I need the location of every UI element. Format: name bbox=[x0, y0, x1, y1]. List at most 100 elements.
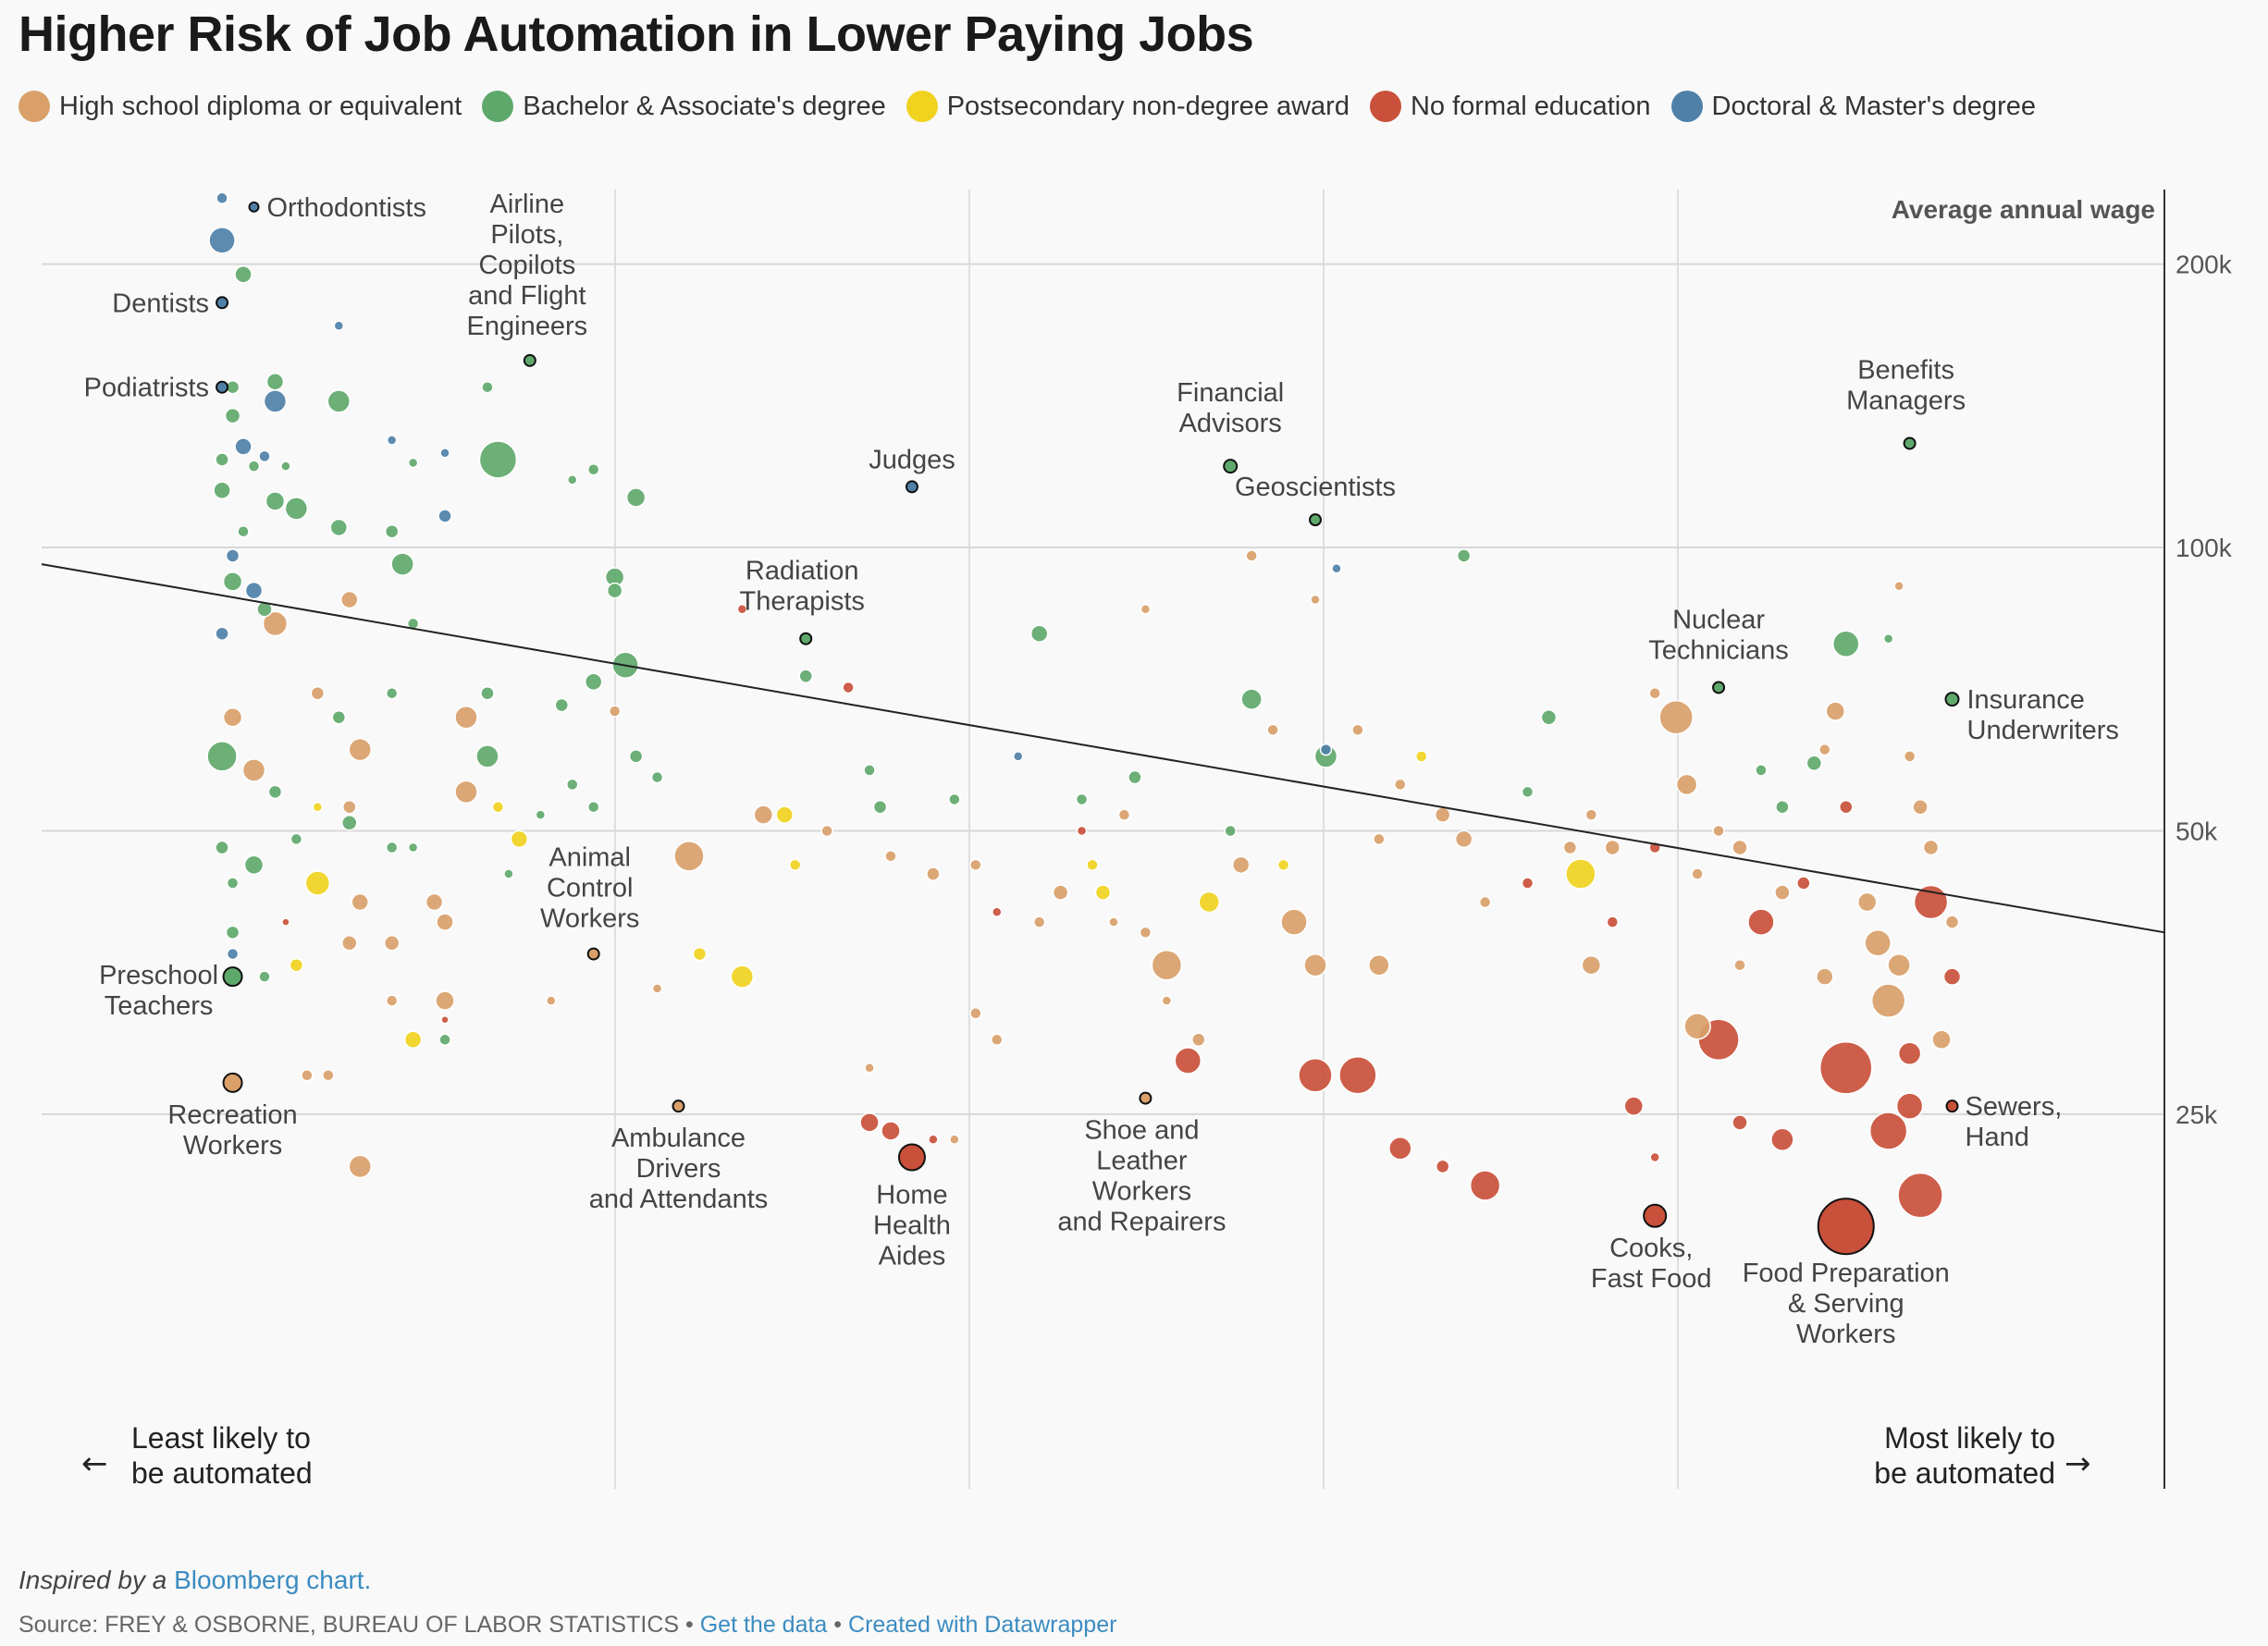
annotation-line: Dentists bbox=[112, 289, 209, 318]
data-point bbox=[842, 681, 855, 694]
annotation-label: Dentists bbox=[112, 289, 209, 318]
data-point bbox=[730, 964, 755, 989]
data-point bbox=[788, 858, 802, 872]
data-point bbox=[226, 947, 240, 961]
annotation-line: Engineers bbox=[467, 312, 588, 341]
annotated-point bbox=[672, 1099, 685, 1113]
data-point bbox=[567, 474, 578, 485]
data-point bbox=[1280, 908, 1308, 936]
annotation-line: Health bbox=[873, 1210, 951, 1240]
chart-title: Higher Risk of Job Automation in Lower P… bbox=[18, 6, 1254, 62]
legend-item-doctoral: Doctoral & Master's degree bbox=[1670, 91, 2036, 122]
trend-line bbox=[41, 563, 2165, 934]
annotation-label: Ambulance Drivers and Attendants bbox=[589, 1124, 769, 1214]
data-point bbox=[491, 800, 505, 814]
annotation-line: Technicians bbox=[1648, 635, 1789, 665]
annotation-line: Podiatrists bbox=[84, 374, 209, 403]
data-point bbox=[884, 850, 897, 863]
data-point bbox=[1298, 1058, 1333, 1093]
data-point bbox=[775, 805, 794, 824]
axis-note-line: Least likely to bbox=[131, 1421, 311, 1455]
data-point bbox=[1774, 884, 1791, 901]
annotation-line: Orthodontists bbox=[267, 193, 426, 223]
data-point bbox=[329, 518, 349, 537]
data-point bbox=[1151, 949, 1183, 981]
data-point bbox=[340, 590, 359, 609]
data-point bbox=[926, 866, 941, 881]
data-point bbox=[310, 685, 326, 701]
data-point bbox=[1266, 723, 1279, 737]
data-point bbox=[436, 913, 454, 931]
data-point bbox=[480, 685, 495, 701]
data-point bbox=[928, 1134, 939, 1146]
data-point bbox=[798, 669, 813, 683]
bloomberg-link[interactable]: Bloomberg chart. bbox=[174, 1566, 372, 1594]
data-point bbox=[969, 858, 982, 872]
annotation-line: Workers bbox=[540, 904, 639, 934]
data-point bbox=[213, 481, 231, 500]
data-point bbox=[386, 435, 398, 446]
data-point bbox=[1540, 708, 1558, 726]
data-point bbox=[1770, 1127, 1794, 1152]
data-point bbox=[284, 497, 309, 521]
data-point bbox=[1052, 884, 1069, 901]
data-point bbox=[969, 1007, 982, 1020]
legend-item-bachelor: Bachelor & Associate's degree bbox=[482, 91, 886, 122]
data-point bbox=[454, 705, 478, 730]
data-point bbox=[554, 697, 570, 713]
annotated-point bbox=[222, 966, 243, 988]
annotation-line: Workers bbox=[1796, 1320, 1895, 1349]
data-point bbox=[1882, 633, 1894, 645]
data-point bbox=[753, 805, 774, 825]
data-point bbox=[1075, 792, 1089, 806]
data-point bbox=[1351, 723, 1364, 737]
annotation-line: Benefits bbox=[1857, 355, 1954, 385]
annotation-line: Copilots bbox=[478, 251, 575, 280]
annotation-label: Nuclear Technicians bbox=[1648, 605, 1789, 665]
annotated-point bbox=[1223, 459, 1239, 474]
data-point bbox=[949, 1134, 960, 1146]
data-point bbox=[1086, 858, 1099, 872]
annotation-line: Therapists bbox=[740, 587, 865, 617]
data-point bbox=[1565, 858, 1596, 890]
data-point bbox=[225, 925, 240, 940]
data-point bbox=[301, 1069, 314, 1082]
data-point bbox=[1245, 549, 1258, 562]
annotated-point bbox=[1817, 1198, 1875, 1256]
data-point bbox=[267, 784, 283, 800]
data-point bbox=[1606, 915, 1620, 928]
annotation-label: Food Preparation & Serving Workers bbox=[1743, 1259, 1950, 1349]
data-point bbox=[327, 389, 351, 413]
annotation-line: Food Preparation bbox=[1743, 1259, 1950, 1288]
data-point bbox=[407, 457, 419, 469]
data-point bbox=[478, 440, 518, 479]
annotation-line: Leather bbox=[1096, 1147, 1188, 1176]
annotation-line: Animal bbox=[549, 843, 631, 873]
data-point bbox=[333, 320, 345, 332]
data-point bbox=[1338, 1056, 1377, 1095]
get-data-link[interactable]: Get the data bbox=[699, 1612, 828, 1638]
datawrapper-link[interactable]: Created with Datawrapper bbox=[848, 1612, 1117, 1638]
data-point bbox=[1683, 1013, 1711, 1040]
data-point bbox=[1331, 562, 1342, 574]
annotation-line: Shoe and bbox=[1084, 1116, 1199, 1146]
annotation-line: Insurance bbox=[1967, 685, 2085, 715]
data-point bbox=[341, 814, 358, 831]
annotation-label: Radiation Therapists bbox=[740, 557, 865, 617]
data-point bbox=[1912, 798, 1929, 816]
data-point bbox=[265, 373, 285, 391]
least-likely-label: Least likely to be automated bbox=[131, 1421, 313, 1490]
annotated-point bbox=[1712, 681, 1726, 694]
data-point bbox=[1012, 751, 1024, 762]
data-point bbox=[351, 892, 369, 912]
data-point bbox=[991, 1033, 1004, 1047]
y-tick-label: 50k bbox=[2176, 817, 2218, 845]
data-point bbox=[1942, 967, 1962, 986]
data-point bbox=[1755, 764, 1768, 777]
y-tick-label: 100k bbox=[2176, 534, 2233, 562]
data-point bbox=[1191, 1032, 1206, 1048]
data-point bbox=[1816, 967, 1834, 986]
data-point bbox=[1240, 688, 1263, 710]
annotated-point bbox=[1643, 1203, 1668, 1228]
data-point bbox=[403, 1030, 423, 1050]
